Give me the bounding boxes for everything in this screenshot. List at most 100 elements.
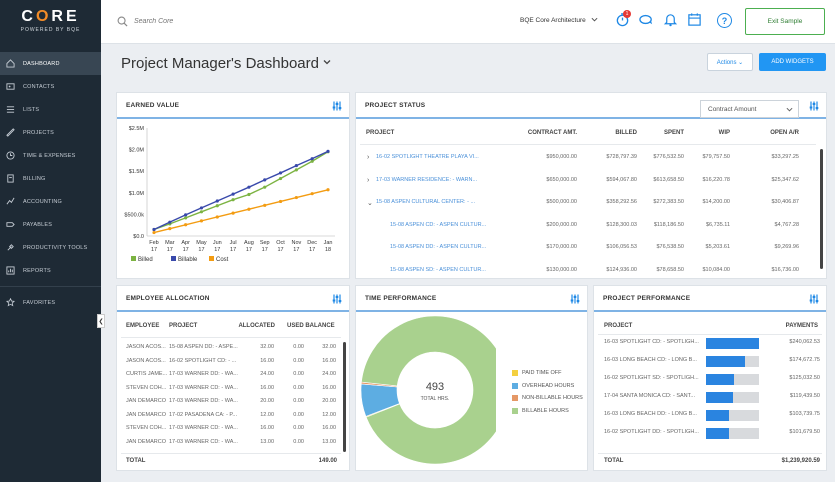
table-row[interactable]: JASON ACOS... 15-08 ASPEN DD: - ASPE... 32… [117, 344, 342, 353]
data-point[interactable] [294, 163, 298, 168]
table-row[interactable]: 16-03 SPOTLIGHT CD: - SPOTLIGH... $240,06… [594, 337, 826, 351]
chevron-down-icon[interactable]: ⌄ [367, 200, 373, 207]
data-point[interactable] [310, 157, 314, 161]
column-header[interactable]: OPEN A/R [770, 130, 799, 136]
sidebar-item-contacts[interactable]: CONTACTS [0, 75, 101, 98]
data-point[interactable] [199, 210, 204, 214]
data-point[interactable] [247, 185, 251, 189]
title-chevron-down-icon[interactable] [322, 57, 332, 67]
company-selector[interactable]: BQE Core Architecture [520, 17, 598, 24]
table-row[interactable]: JAN DEMARCO 17-02 PASADENA CA: - P... 12.0… [117, 412, 342, 421]
widget-settings-icon[interactable] [809, 101, 819, 111]
data-point[interactable] [263, 185, 267, 189]
sidebar-item-billing[interactable]: BILLING [0, 167, 101, 190]
table-row[interactable]: 17-04 SANTA MONICA CD: - SANT... $119,439… [594, 391, 826, 405]
table-row[interactable]: 15-08 ASPEN DD: - ASPEN CULTUR... $170,00… [356, 244, 826, 254]
data-point[interactable] [278, 171, 283, 175]
donut-slice-billable-hours[interactable] [361, 316, 496, 465]
table-row[interactable]: 16-03 LONG BEACH DD: - LONG B... $103,739… [594, 409, 826, 423]
table-row[interactable]: › 16-02 SPOTLIGHT THEATRE PLAYA VI... $950… [356, 154, 826, 164]
data-point[interactable] [184, 213, 188, 217]
legend-label[interactable]: Billable [178, 257, 198, 263]
table-row[interactable]: 16-03 LONG BEACH CD: - LONG B... $174,672… [594, 355, 826, 369]
table-row[interactable]: JAN DEMARCO 17-03 WARNER CD: - WA... 13.00… [117, 439, 342, 448]
data-point[interactable] [215, 215, 219, 219]
data-point[interactable] [152, 230, 156, 235]
table-row[interactable]: 15-08 ASPEN SD: - ASPEN CULTUR... $130,00… [356, 267, 826, 277]
project-link[interactable]: 15-08 ASPEN CULTURAL CENTER: - ... [376, 199, 476, 205]
sidebar-item-time-expenses[interactable]: TIME & EXPENSES [0, 144, 101, 167]
data-point[interactable] [263, 178, 267, 182]
data-point[interactable] [278, 176, 283, 181]
column-header[interactable]: PROJECT [366, 130, 395, 136]
data-point[interactable] [310, 192, 314, 196]
payment-bar[interactable] [706, 338, 759, 349]
payment-bar[interactable] [706, 374, 734, 385]
data-point[interactable] [152, 227, 156, 232]
scrollbar[interactable] [343, 342, 346, 452]
calendar-icon[interactable] [687, 12, 702, 27]
column-header[interactable]: CONTRACT AMT. [527, 130, 577, 136]
project-link[interactable]: 16-02 SPOTLIGHT THEATRE PLAYA VI... [376, 154, 479, 160]
table-row[interactable]: ⌄ 15-08 ASPEN CULTURAL CENTER: - ... $500,… [356, 199, 826, 209]
data-point[interactable] [326, 149, 330, 153]
data-point[interactable] [215, 204, 219, 208]
table-row[interactable]: 15-08 ASPEN CD: - ASPEN CULTUR... $200,00… [356, 222, 826, 232]
add-widgets-button[interactable]: ADD WIDGETS [759, 53, 826, 71]
data-point[interactable] [278, 199, 283, 204]
data-point[interactable] [184, 223, 188, 227]
payment-bar[interactable] [706, 428, 729, 439]
project-link[interactable]: 15-08 ASPEN CD: - ASPEN CULTUR... [390, 221, 487, 228]
data-point[interactable] [294, 195, 298, 200]
column-header[interactable]: ALLOCATED [238, 323, 275, 329]
column-header[interactable]: SPENT [663, 130, 684, 136]
data-point[interactable] [231, 192, 235, 196]
table-row[interactable]: CURTIS JAME... 17-03 WARNER DD: - WA... 24… [117, 371, 342, 380]
widget-settings-icon[interactable] [332, 294, 342, 304]
sidebar-item-payables[interactable]: PAYABLES [0, 213, 101, 236]
data-point[interactable] [310, 159, 314, 163]
table-row[interactable]: STEVEN COH... 17-03 WARNER CD: - WA... 16.… [117, 385, 342, 394]
sidebar-item-lists[interactable]: LISTS [0, 98, 101, 121]
search-input[interactable] [134, 14, 334, 28]
exit-sample-button[interactable]: Exit Sample [745, 8, 825, 35]
table-row[interactable]: › 17-03 WARNER RESIDENCE: - WARN... $650,0… [356, 177, 826, 187]
actions-button[interactable]: Actions ⌄ [707, 53, 753, 71]
sidebar-item-productivity-tools[interactable]: PRODUCTIVITY TOOLS [0, 236, 101, 259]
data-point[interactable] [247, 192, 251, 197]
legend-item[interactable]: BILLABLE HOURS [512, 407, 569, 414]
sidebar-item-favorites[interactable]: FAVORITES [0, 291, 101, 314]
payment-bar[interactable] [706, 356, 745, 367]
payment-bar[interactable] [706, 410, 730, 421]
table-row[interactable]: JAN DEMARCO 17-03 WARNER DD: - WA... 20.00… [117, 398, 342, 407]
sidebar-item-projects[interactable]: PROJECTS [0, 121, 101, 144]
sidebar-item-dashboard[interactable]: DASHBOARD [0, 52, 101, 75]
data-point[interactable] [294, 168, 298, 172]
project-link[interactable]: 17-03 WARNER RESIDENCE: - WARN... [376, 176, 478, 183]
widget-settings-icon[interactable] [332, 101, 342, 111]
column-header[interactable]: BILLED [615, 130, 637, 136]
column-header[interactable]: PROJECT [604, 323, 633, 329]
scrollbar[interactable] [820, 149, 823, 269]
table-row[interactable]: JASON ACOS... 16-02 SPOTLIGHT CD: - ... 16… [117, 358, 342, 367]
payment-bar[interactable] [706, 392, 733, 403]
widget-settings-icon[interactable] [570, 294, 580, 304]
sidebar-item-reports[interactable]: REPORTS [0, 259, 101, 282]
table-row[interactable]: 16-02 SPOTLIGHT SD: - SPOTLIGH... $125,03… [594, 373, 826, 387]
widget-settings-icon[interactable] [809, 294, 819, 304]
project-link[interactable]: 15-08 ASPEN DD: - ASPEN CULTUR... [390, 244, 487, 250]
column-header[interactable]: PROJECT [169, 323, 198, 329]
data-point[interactable] [199, 206, 204, 210]
column-header[interactable]: EMPLOYEE [126, 323, 160, 329]
data-point[interactable] [247, 207, 251, 211]
chat-icon[interactable] [639, 12, 654, 27]
contract-amount-dropdown[interactable]: Contract Amount [700, 100, 799, 118]
table-row[interactable]: 16-02 SPOTLIGHT DD: - SPOTLIGH... $101,67… [594, 427, 826, 441]
column-header[interactable]: USED BALANCE [287, 323, 335, 329]
data-point[interactable] [326, 188, 330, 192]
logo[interactable]: CORE POWERED BY BQE [0, 0, 101, 44]
legend-item[interactable]: NON-BILLABLE HOURS [512, 395, 583, 401]
data-point[interactable] [184, 216, 188, 220]
legend-item[interactable]: OVERHEAD HOURS [512, 382, 574, 389]
sidebar-collapse-button[interactable]: ❮ [97, 314, 105, 328]
